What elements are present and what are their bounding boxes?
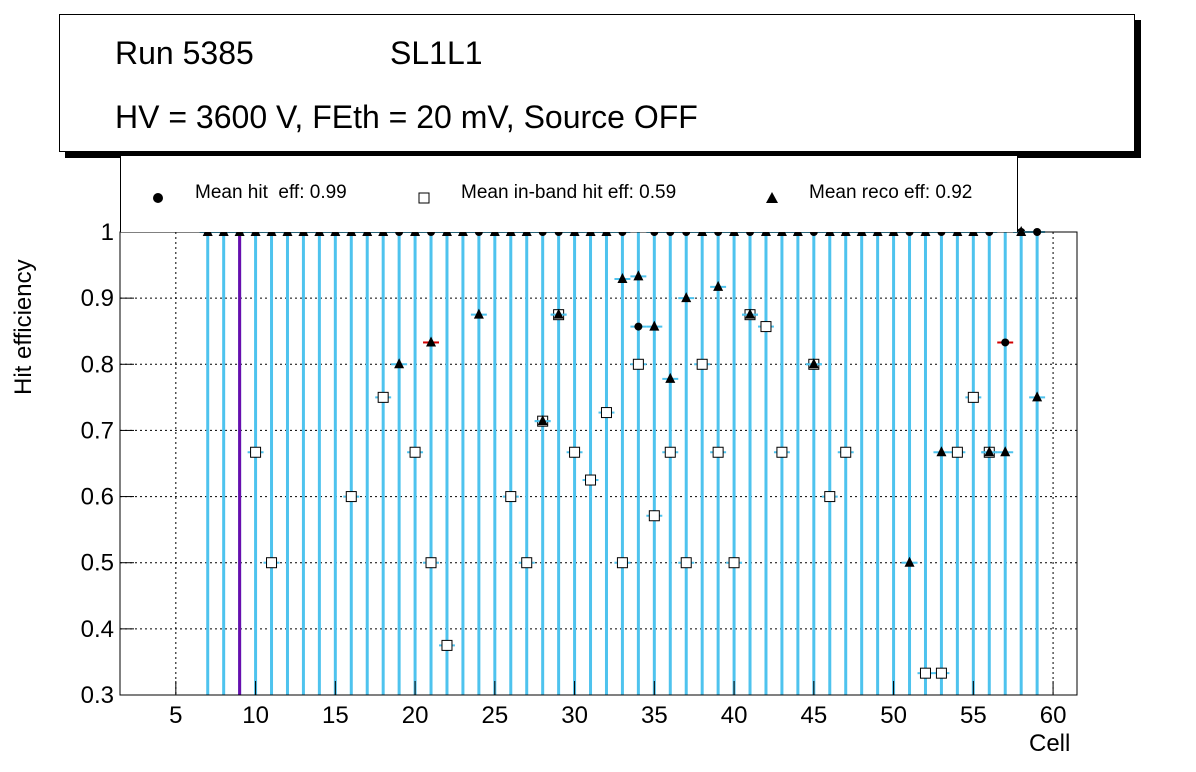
reco-point-33 [617,272,628,283]
plot-frame [119,231,1078,696]
y-axis-title: Hit efficiency [10,259,37,395]
inband-point-39 [712,446,724,458]
x-axis-title: Cell [1029,730,1071,757]
inband-point-26 [505,491,517,503]
inband-point-54 [951,446,963,458]
legend-inband-label: Mean in-band hit eff: 0.59 [461,182,677,203]
hit-point-57 [1001,338,1010,347]
reco-point-45 [808,358,819,369]
y-tick-label-0.9: 0.9 [81,285,114,312]
inband-point-43 [776,446,788,458]
inband-point-37 [680,557,692,569]
inband-point-38 [696,358,708,370]
hit-point-34 [634,322,643,331]
legend: Mean hit eff: 0.99 Mean in-band hit eff:… [120,156,1018,232]
inband-point-42 [760,321,772,333]
x-tick-label-25: 25 [481,702,508,729]
reco-point-28 [537,415,548,426]
reco-point-53 [936,446,947,457]
reco-point-19 [394,358,405,369]
inband-point-31 [585,474,597,486]
inband-point-10 [250,446,262,458]
y-axis-ticks: 0.3 0.4 0.5 0.6 0.7 0.8 0.9 1 [81,219,134,709]
inband-point-33 [616,557,628,569]
x-tick-label-30: 30 [561,702,588,729]
reco-point-29 [553,308,564,319]
inband-point-53 [935,667,947,679]
legend-reco-marker [766,192,778,203]
reco-point-39 [713,280,724,291]
y-tick-label-0.7: 0.7 [81,417,114,444]
inband-point-32 [600,407,612,419]
run-label: Run 5385 [115,35,254,71]
conditions-label: HV = 3600 V, FEth = 20 mV, Source OFF [115,99,698,135]
reco-point-59 [1032,391,1043,402]
x-tick-label-40: 40 [721,702,748,729]
y-tick-label-1: 1 [101,219,114,246]
y-tick-label-0.5: 0.5 [81,550,114,577]
reco-point-36 [665,372,676,383]
header-box: Run 5385 SL1L1 HV = 3600 V, FEth = 20 mV… [59,14,1135,152]
reco-point-37 [681,292,692,303]
inband-point-35 [648,510,660,522]
inband-point-21 [425,557,437,569]
x-tick-label-5: 5 [169,702,182,729]
inband-point-30 [569,446,581,458]
stem-lines [206,232,1039,695]
inband-point-36 [664,446,676,458]
inband-point-27 [521,557,533,569]
x-tick-label-60: 60 [1040,702,1067,729]
inband-point-55 [967,391,979,403]
reco-point-58 [1016,226,1027,236]
y-tick-label-0.4: 0.4 [81,616,114,643]
reco-point-56 [984,446,995,457]
reco-point-34 [633,270,644,281]
x-tick-label-45: 45 [800,702,827,729]
inband-point-11 [266,557,278,569]
x-tick-label-10: 10 [242,702,269,729]
inband-point-46 [824,491,836,503]
inband-point-34 [632,358,644,370]
legend-hit-marker [153,193,163,203]
inband-point-16 [345,491,357,503]
inband-point-22 [441,639,453,651]
y-tick-label-0.6: 0.6 [81,484,114,511]
layer-label: SL1L1 [390,35,483,71]
inband-point-40 [728,557,740,569]
reco-point-57 [1000,446,1011,457]
inband-point-47 [840,446,852,458]
reco-point-41 [745,308,756,319]
x-tick-label-50: 50 [880,702,907,729]
inband-point-20 [409,446,421,458]
legend-reco-label: Mean reco eff: 0.92 [809,182,973,203]
reco-point-21 [426,336,437,347]
x-tick-label-15: 15 [322,702,349,729]
inband-point-18 [377,391,389,403]
x-tick-label-20: 20 [402,702,429,729]
y-tick-label-0.8: 0.8 [81,351,114,378]
grid-lines [120,231,1077,696]
inband-point-52 [919,667,931,679]
reco-point-51 [904,556,915,567]
legend-inband-marker [418,192,430,204]
reco-point-24 [473,308,484,319]
x-axis-ticks: 5 10 15 20 25 30 35 40 45 50 55 60 [169,681,1066,729]
reco-point-35 [649,320,660,331]
y-tick-label-0.3: 0.3 [81,682,114,709]
legend-hit-label: Mean hit eff: 0.99 [195,182,347,203]
x-tick-label-55: 55 [960,702,987,729]
x-tick-label-35: 35 [641,702,668,729]
